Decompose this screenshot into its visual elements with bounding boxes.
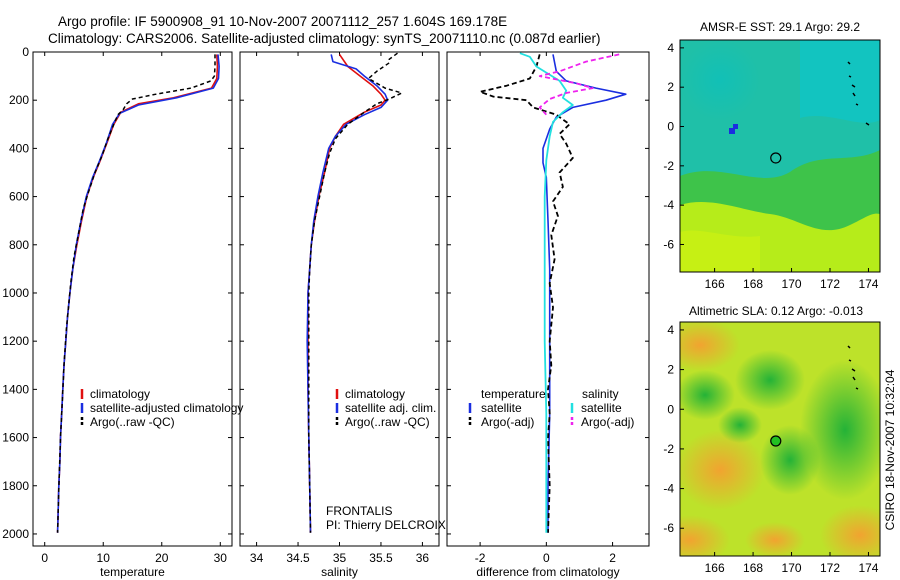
salinity-series-line-1 bbox=[306, 54, 389, 533]
temperature-y-tick-label: 600 bbox=[9, 190, 29, 204]
sla_map-y-tick-label: 2 bbox=[667, 363, 674, 377]
temperature-y-tick-label: 1000 bbox=[2, 286, 29, 300]
sst_map-x-tick-label: 166 bbox=[705, 277, 725, 291]
sla-map-axes: 166 168 170 172 174 -6 -4 -2 0 2 4 bbox=[663, 323, 878, 575]
difference-legend-label: satellite bbox=[581, 401, 622, 415]
sla_map-y-tick-label: -4 bbox=[663, 482, 674, 496]
difference-series-group bbox=[479, 52, 627, 533]
salinity-legend-label: Argo(..raw -QC) bbox=[345, 415, 430, 429]
difference-legend-label: Argo(-adj) bbox=[481, 415, 534, 429]
salinity-legend-label: climatology bbox=[345, 387, 405, 401]
sst-map-title: AMSR-E SST: 29.1 Argo: 29.2 bbox=[700, 20, 860, 34]
temperature-x-axis-label: temperature bbox=[100, 565, 165, 579]
salinity-x-tick-label: 35.5 bbox=[369, 551, 393, 565]
figure-title-line1: Argo profile: IF 5900908_91 10-Nov-2007 … bbox=[58, 14, 507, 29]
difference-x-axis-label: difference from climatology bbox=[476, 565, 619, 579]
temperature-legend-label: Argo(..raw -QC) bbox=[90, 415, 175, 429]
temperature-y-tick-label: 1200 bbox=[2, 334, 29, 348]
salinity-panel: 34 34.5 35 35.5 36 salinity climatologysatelli… bbox=[239, 51, 446, 579]
temperature-legend-label: satellite-adjusted climatology bbox=[90, 401, 243, 415]
sst_map-x-tick-label: 168 bbox=[743, 277, 763, 291]
figure-title-line2: Climatology: CARS2006. Satellite-adjuste… bbox=[48, 31, 601, 46]
temperature-y-tick-label: 1400 bbox=[2, 382, 29, 396]
salinity-annotation-line: PI: Thierry DELCROIX bbox=[326, 518, 446, 532]
salinity-plot-frame bbox=[239, 51, 440, 547]
difference-x-tick-label: 2 bbox=[609, 551, 616, 565]
sst_map-x-tick-label: 170 bbox=[782, 277, 802, 291]
difference-x-tick-label: 0 bbox=[543, 551, 550, 565]
sst_map-argo-position-marker bbox=[770, 152, 782, 164]
temperature-x-tick-label: 30 bbox=[214, 551, 228, 565]
salinity-series-group bbox=[306, 52, 403, 533]
difference-legend-title-temperature: temperature bbox=[481, 387, 546, 401]
sla_map-y-tick-label: 4 bbox=[667, 323, 674, 337]
sst_map-x-tick-label: 172 bbox=[820, 277, 840, 291]
salinity-x-tick-label: 35 bbox=[333, 551, 347, 565]
sst_map-y-tick-label: -6 bbox=[663, 237, 674, 251]
temperature-plot-frame bbox=[32, 51, 233, 547]
sla_map-x-tick-label: 174 bbox=[858, 561, 878, 575]
difference-legend-title-salinity: salinity bbox=[582, 387, 619, 401]
sla_map-y-tick-label: -2 bbox=[663, 442, 674, 456]
difference-series-line-2 bbox=[519, 52, 574, 533]
sst_map-y-tick-label: 2 bbox=[667, 80, 674, 94]
salinity-series-line-2 bbox=[308, 52, 403, 533]
temperature-legend-label: climatology bbox=[90, 387, 150, 401]
sst-map-axes: 166 168 170 172 174 -6 -4 -2 0 2 4 bbox=[663, 41, 878, 291]
salinity-x-tick-label: 36 bbox=[416, 551, 430, 565]
sla_map-x-tick-label: 166 bbox=[705, 561, 725, 575]
sst_map-x-tick-label: 174 bbox=[858, 277, 878, 291]
difference-x-tick-label: -2 bbox=[475, 551, 486, 565]
temperature-panel: 0 10 20 30 0 200 400 600 800 1000 1200 1400 1600 1800… bbox=[2, 45, 243, 579]
temperature-series-line-2 bbox=[56, 54, 216, 533]
temperature-y-tick-label: 800 bbox=[9, 238, 29, 252]
temperature-y-tick-label: 1800 bbox=[2, 479, 29, 493]
sst_map-y-tick-label: -4 bbox=[663, 198, 674, 212]
salinity-x-tick-label: 34 bbox=[250, 551, 264, 565]
temperature-series-line-0 bbox=[56, 54, 219, 533]
difference-series-line-0 bbox=[542, 54, 627, 533]
difference-legend-label: satellite bbox=[481, 401, 522, 415]
sla_map-argo-position-marker bbox=[770, 435, 782, 447]
side-timestamp-label: CSIRO 18-Nov-2007 10:32:04 bbox=[883, 369, 897, 530]
temperature-x-tick-label: 10 bbox=[97, 551, 111, 565]
salinity-x-axis-label: salinity bbox=[321, 565, 358, 579]
sla_map-y-tick-label: 0 bbox=[667, 402, 674, 416]
sst-map-panel: AMSR-E SST: 29.1 Argo: 29.2 166 168 170 172… bbox=[663, 20, 881, 291]
sst_map-y-tick-label: 0 bbox=[667, 120, 674, 134]
difference-legend-label: Argo(-adj) bbox=[581, 415, 634, 429]
temperature-series-group bbox=[56, 54, 220, 533]
salinity-annotation-line: FRONTALIS bbox=[326, 504, 392, 518]
sla_map-x-tick-label: 172 bbox=[820, 561, 840, 575]
temperature-y-tick-label: 0 bbox=[22, 45, 29, 59]
sla_map-x-tick-label: 168 bbox=[743, 561, 763, 575]
sla-map-title: Altimetric SLA: 0.12 Argo: -0.013 bbox=[689, 304, 863, 318]
difference-plot-frame bbox=[446, 51, 650, 547]
difference-series-line-1 bbox=[479, 54, 574, 533]
temperature-x-tick-label: 20 bbox=[155, 551, 169, 565]
sla-map-panel: Altimetric SLA: 0.12 Argo: -0.013 166 168… bbox=[663, 304, 881, 575]
temperature-y-tick-label: 200 bbox=[9, 93, 29, 107]
temperature-x-tick-label: 0 bbox=[41, 551, 48, 565]
sla_map-x-tick-label: 170 bbox=[782, 561, 802, 575]
sla_map-y-tick-label: -6 bbox=[663, 521, 674, 535]
temperature-y-tick-label: 400 bbox=[9, 141, 29, 155]
salinity-legend-label: satellite adj. clim. bbox=[345, 401, 436, 415]
difference-series-line-3 bbox=[538, 53, 620, 116]
temperature-y-tick-label: 2000 bbox=[2, 527, 29, 541]
temperature-series-line-1 bbox=[56, 54, 220, 533]
salinity-x-tick-label: 34.5 bbox=[286, 551, 310, 565]
sst_map-y-tick-label: -2 bbox=[663, 159, 674, 173]
temperature-y-tick-label: 1600 bbox=[2, 431, 29, 445]
sst_map-y-tick-label: 4 bbox=[667, 41, 674, 55]
